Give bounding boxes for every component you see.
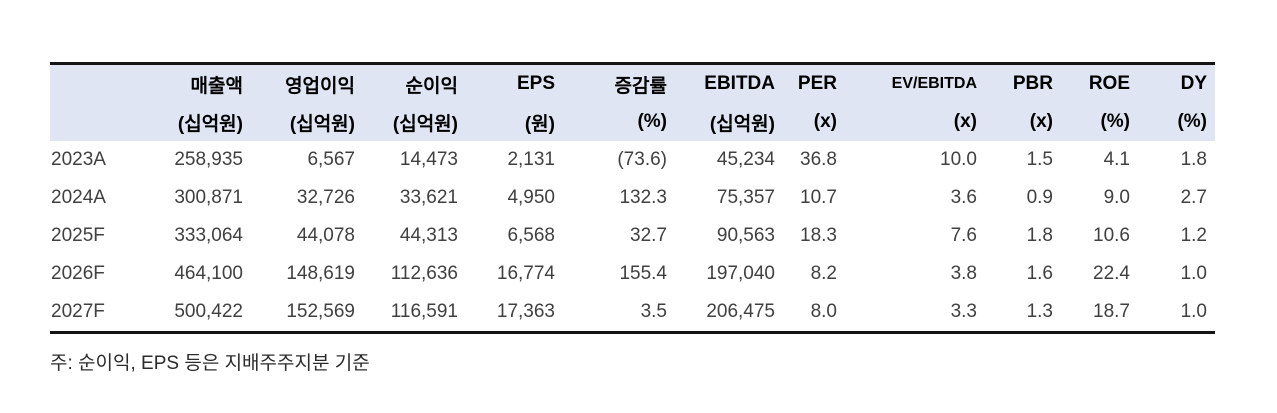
table-row: 2025F 333,064 44,078 44,313 6,568 32.7 90,563 1…	[50, 217, 1215, 255]
value-cell: 197,040	[706, 263, 775, 284]
table-footnote: 주: 순이익, EPS 등은 지배주주지분 기준	[50, 353, 370, 374]
value-cell: 3.8	[950, 263, 977, 284]
column-label: 증감률	[614, 75, 667, 97]
value-cell: 2,131	[507, 149, 555, 170]
financial-estimates-section: 매출액 영업이익 순이익 EPS 증감률 EBITDA PER EV/EBITDA PBR ROE…	[50, 62, 1215, 375]
year-cell: 2023A	[51, 149, 106, 170]
value-cell: 36.8	[800, 149, 837, 170]
value-cell: 148,619	[286, 263, 355, 284]
value-cell: 1.2	[1180, 225, 1207, 246]
value-cell: 6,567	[307, 149, 355, 170]
table-row: 2023A 258,935 6,567 14,473 2,131 (73.6) 45,234…	[50, 141, 1215, 179]
value-cell: 7.6	[950, 225, 977, 246]
column-label: EV/EBITDA	[891, 75, 977, 92]
value-cell: 132.3	[619, 187, 667, 208]
financial-estimates-table: 매출액 영업이익 순이익 EPS 증감률 EBITDA PER EV/EBITDA PBR ROE…	[50, 62, 1215, 334]
value-cell: 9.0	[1103, 187, 1130, 208]
corner-cell	[50, 103, 139, 141]
value-cell: 3.5	[640, 301, 667, 322]
value-cell: 75,357	[716, 187, 775, 208]
value-cell: (73.6)	[617, 149, 667, 170]
value-cell: 500,422	[174, 301, 243, 322]
column-label: PBR	[1012, 73, 1053, 94]
table-row: 2027F 500,422 152,569 116,591 17,363 3.5 206,4…	[50, 293, 1215, 333]
value-cell: 1.5	[1026, 149, 1053, 170]
value-cell: 464,100	[174, 263, 243, 284]
value-cell: 44,313	[399, 225, 458, 246]
column-label: 영업이익	[285, 75, 355, 97]
value-cell: 1.8	[1180, 149, 1207, 170]
column-label: ROE	[1088, 73, 1130, 94]
column-label: EBITDA	[704, 73, 775, 94]
value-cell: 155.4	[619, 263, 667, 284]
value-cell: 10.6	[1093, 225, 1130, 246]
column-unit: (십억원)	[392, 113, 458, 135]
value-cell: 4,950	[507, 187, 555, 208]
value-cell: 300,871	[174, 187, 243, 208]
column-unit: (x)	[953, 111, 977, 132]
column-label: PER	[797, 73, 837, 94]
year-cell: 2026F	[51, 263, 105, 284]
table-row: 2026F 464,100 148,619 112,636 16,774 155.4 197…	[50, 255, 1215, 293]
column-unit: (%)	[637, 111, 667, 132]
column-unit: (원)	[524, 113, 555, 135]
value-cell: 33,621	[399, 187, 458, 208]
value-cell: 44,078	[296, 225, 355, 246]
column-unit: (x)	[1029, 111, 1053, 132]
value-cell: 116,591	[390, 301, 458, 322]
table-header: 매출액 영업이익 순이익 EPS 증감률 EBITDA PER EV/EBITDA PBR ROE…	[50, 63, 1215, 141]
corner-cell	[50, 64, 139, 104]
value-cell: 333,064	[174, 225, 243, 246]
column-label: 순이익	[405, 75, 458, 97]
value-cell: 3.3	[950, 301, 977, 322]
value-cell: 32.7	[630, 225, 667, 246]
column-unit: (십억원)	[289, 113, 355, 135]
value-cell: 45,234	[716, 149, 775, 170]
column-label: 매출액	[190, 75, 243, 97]
value-cell: 1.3	[1026, 301, 1053, 322]
value-cell: 206,475	[706, 301, 775, 322]
value-cell: 112,636	[390, 263, 458, 284]
value-cell: 1.6	[1026, 263, 1053, 284]
value-cell: 6,568	[507, 225, 555, 246]
value-cell: 3.6	[950, 187, 977, 208]
table-row: 2024A 300,871 32,726 33,621 4,950 132.3 75,357…	[50, 179, 1215, 217]
value-cell: 8.2	[810, 263, 837, 284]
header-unit-row: (십억원) (십억원) (십억원) (원) (%) (십억원) (x) (x) (x) (%) (%…	[50, 103, 1215, 141]
value-cell: 1.8	[1026, 225, 1053, 246]
value-cell: 1.0	[1180, 263, 1207, 284]
year-cell: 2025F	[51, 225, 105, 246]
column-unit: (십억원)	[177, 113, 243, 135]
value-cell: 18.3	[800, 225, 837, 246]
column-label: DY	[1180, 73, 1207, 94]
column-unit: (%)	[1100, 111, 1130, 132]
value-cell: 14,473	[399, 149, 458, 170]
column-label: EPS	[516, 73, 555, 94]
value-cell: 152,569	[286, 301, 355, 322]
column-unit: (십억원)	[709, 113, 775, 135]
value-cell: 0.9	[1026, 187, 1053, 208]
value-cell: 22.4	[1093, 263, 1130, 284]
value-cell: 90,563	[716, 225, 775, 246]
value-cell: 10.0	[940, 149, 977, 170]
header-label-row: 매출액 영업이익 순이익 EPS 증감률 EBITDA PER EV/EBITDA PBR ROE…	[50, 63, 1215, 104]
value-cell: 8.0	[810, 301, 837, 322]
value-cell: 17,363	[496, 301, 555, 322]
value-cell: 32,726	[296, 187, 355, 208]
value-cell: 4.1	[1103, 149, 1130, 170]
value-cell: 2.7	[1180, 187, 1207, 208]
value-cell: 10.7	[800, 187, 837, 208]
column-unit: (x)	[813, 111, 837, 132]
year-cell: 2024A	[51, 187, 106, 208]
value-cell: 18.7	[1093, 301, 1130, 322]
column-unit: (%)	[1177, 111, 1207, 132]
year-cell: 2027F	[51, 301, 105, 322]
table-body: 2023A 258,935 6,567 14,473 2,131 (73.6) 45,234…	[50, 141, 1215, 333]
value-cell: 16,774	[496, 263, 555, 284]
value-cell: 258,935	[174, 149, 243, 170]
value-cell: 1.0	[1180, 301, 1207, 322]
